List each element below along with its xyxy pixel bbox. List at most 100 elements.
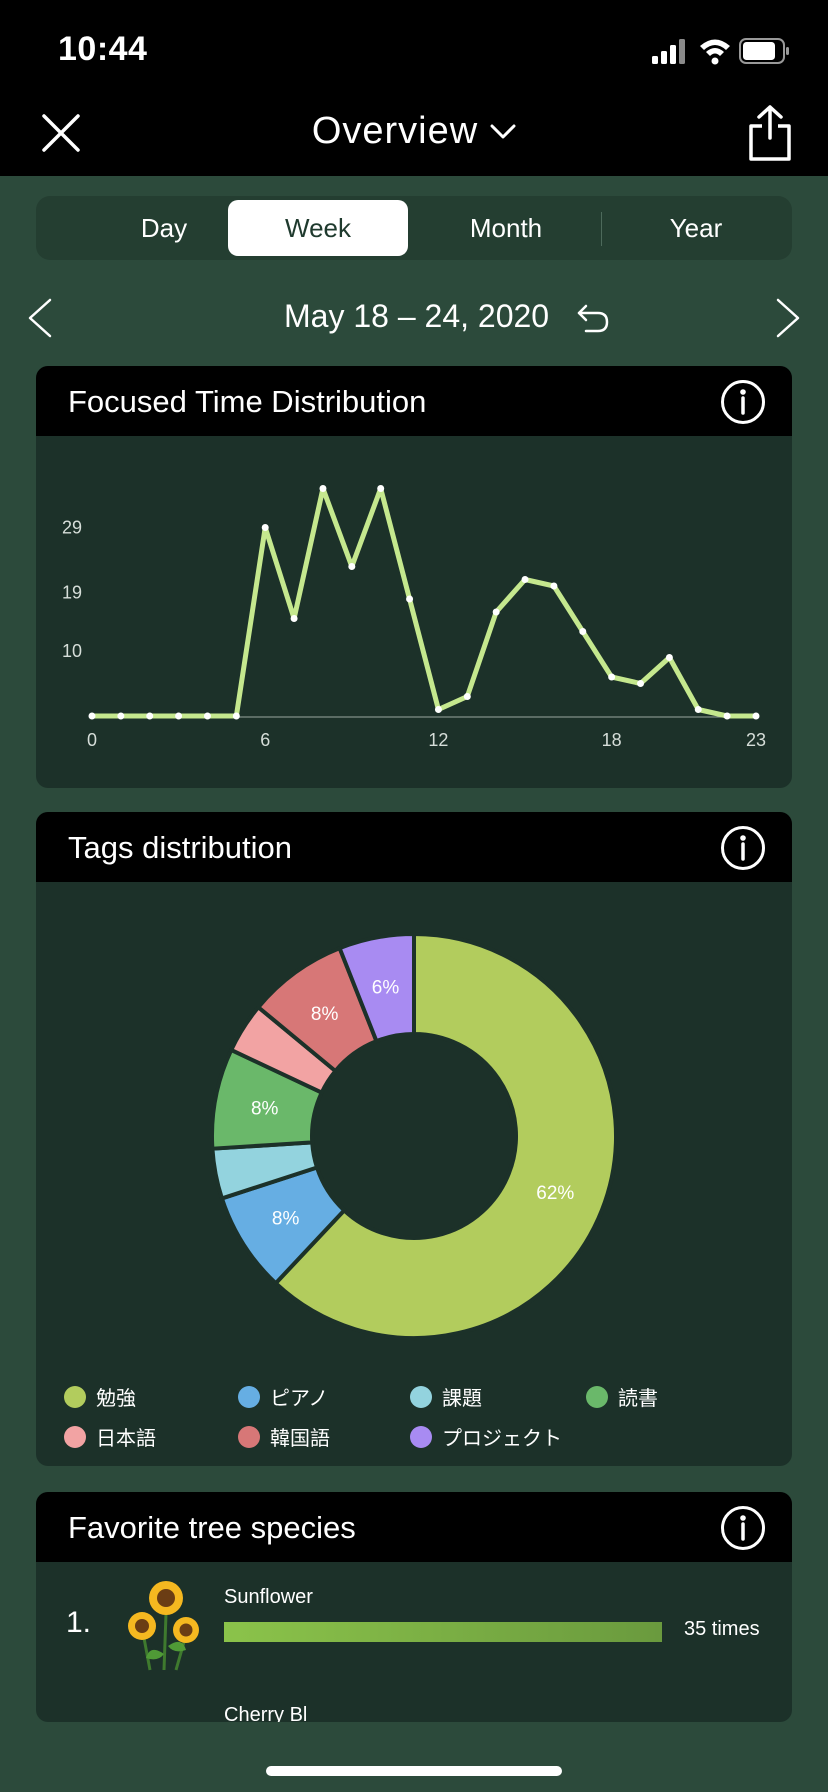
- data-point: [203, 712, 211, 720]
- pie-slice: [337, 932, 416, 1044]
- segment-year[interactable]: Year: [669, 213, 723, 243]
- data-point: [637, 680, 645, 687]
- data-point: [319, 485, 327, 492]
- chevron-left-icon[interactable]: [26, 298, 54, 338]
- info-icon[interactable]: [720, 379, 766, 425]
- data-point: [232, 712, 240, 720]
- battery-icon: [739, 38, 789, 64]
- tree-species-row[interactable]: 1. Sunflower 35 times: [36, 1574, 792, 1684]
- card-header: Tags distribution: [36, 812, 792, 882]
- info-icon[interactable]: [720, 1505, 766, 1551]
- data-point: [665, 654, 673, 661]
- nav-title: Overview: [311, 110, 479, 152]
- tags-donut-chart: 62% 8% 8% 8% 6%: [210, 932, 618, 1340]
- legend-label: 勉強: [96, 1386, 136, 1410]
- info-icon[interactable]: [720, 825, 766, 871]
- data-point: [377, 485, 385, 492]
- legend-swatch: [64, 1425, 86, 1448]
- sunflower-icon: [128, 1581, 199, 1671]
- data-point: [88, 712, 96, 720]
- tree-name: Sunflower: [224, 1586, 313, 1608]
- tree-count-bar-track: [224, 1622, 662, 1642]
- data-point: [608, 673, 616, 681]
- legend-item: プロジェクト: [410, 1422, 562, 1451]
- data-point: [348, 563, 356, 570]
- close-icon[interactable]: [38, 110, 84, 156]
- date-range-label: May 18 – 24, 2020: [284, 298, 550, 334]
- legend-item: ピアノ: [238, 1382, 328, 1411]
- legend-swatch: [586, 1385, 608, 1408]
- data-point: [434, 706, 442, 713]
- card-title: Favorite tree species: [68, 1510, 356, 1545]
- wifi-icon: [700, 39, 730, 65]
- focused-time-line-chart: 0 6 12 18 23 10 19 29: [62, 485, 766, 750]
- chevron-down-icon: [490, 124, 516, 138]
- data-point: [175, 712, 183, 720]
- slice-label: 62%: [536, 1183, 574, 1204]
- tags-legend: 勉強 ピアノ 課題 読書日本語 韓国語 プロジェクト: [64, 1382, 784, 1462]
- status-time: 10:44: [58, 30, 148, 68]
- x-tick-label: 12: [428, 730, 448, 750]
- x-tick-label: 6: [260, 730, 270, 750]
- home-indicator[interactable]: [266, 1766, 562, 1776]
- nav-bar: Overview: [0, 96, 828, 176]
- data-point: [579, 628, 587, 635]
- chevron-right-icon[interactable]: [774, 298, 802, 338]
- y-tick-label: 19: [62, 583, 82, 603]
- legend-label: 課題: [442, 1386, 482, 1410]
- tree-count-bar: [224, 1622, 662, 1642]
- segment-day[interactable]: Day: [140, 213, 188, 243]
- x-tick-label: 23: [746, 730, 766, 750]
- card-header: Focused Time Distribution: [36, 366, 792, 436]
- focused-time-series-line: [89, 486, 759, 719]
- y-tick-label: 10: [62, 641, 82, 661]
- bottom-safe-area: [0, 1722, 828, 1792]
- legend-item: 日本語: [64, 1422, 156, 1451]
- pie-slice: [273, 932, 618, 1340]
- overview-dropdown[interactable]: Overview: [0, 110, 828, 153]
- tree-name: Cherry Bl: [224, 1704, 308, 1722]
- segment-divider: [601, 212, 602, 246]
- data-point: [117, 712, 125, 720]
- legend-label: プロジェクト: [442, 1426, 562, 1450]
- legend-item: 読書: [586, 1382, 658, 1411]
- legend-swatch: [410, 1425, 432, 1448]
- legend-item: 課題: [410, 1382, 482, 1411]
- y-tick-label: 29: [62, 518, 82, 538]
- tree-species-row[interactable]: Cherry Bl: [36, 1692, 792, 1722]
- data-point: [723, 712, 731, 720]
- slice-label: 8%: [272, 1208, 300, 1229]
- data-point: [550, 582, 558, 590]
- date-navigator: May 18 – 24, 2020: [0, 286, 828, 350]
- legend-swatch: [64, 1385, 86, 1408]
- legend-label: ピアノ: [270, 1386, 329, 1410]
- slice-label: 8%: [251, 1099, 279, 1120]
- cellular-signal-icon: [652, 39, 685, 64]
- share-icon[interactable]: [746, 104, 794, 162]
- data-point: [752, 712, 760, 720]
- legend-swatch: [410, 1385, 432, 1408]
- x-tick-label: 0: [87, 730, 97, 750]
- undo-icon[interactable]: [576, 302, 610, 334]
- focused-time-card: Focused Time Distribution 0 6 12 18 23 10 19 29: [36, 366, 792, 788]
- tree-count: 35 times: [684, 1618, 760, 1640]
- legend-item: 韓国語: [238, 1422, 330, 1451]
- status-icons: [652, 38, 789, 65]
- data-point: [406, 595, 414, 603]
- x-tick-label: 18: [602, 730, 622, 750]
- segment-month[interactable]: Month: [469, 213, 543, 243]
- status-bar: 10:44: [0, 0, 828, 96]
- legend-swatch: [238, 1425, 260, 1448]
- data-point: [146, 712, 154, 720]
- data-point: [290, 615, 298, 622]
- legend-label: 読書: [618, 1386, 658, 1410]
- legend-label: 韓国語: [270, 1426, 330, 1450]
- legend-item: 勉強: [64, 1382, 136, 1411]
- segment-week[interactable]: Week: [228, 200, 408, 256]
- card-header: Favorite tree species: [36, 1492, 792, 1562]
- card-title: Tags distribution: [68, 830, 293, 865]
- legend-swatch: [238, 1385, 260, 1408]
- period-segmented-control: Day Week Month Year: [36, 196, 792, 260]
- slice-label: 8%: [311, 1004, 339, 1025]
- legend-label: 日本語: [96, 1426, 156, 1450]
